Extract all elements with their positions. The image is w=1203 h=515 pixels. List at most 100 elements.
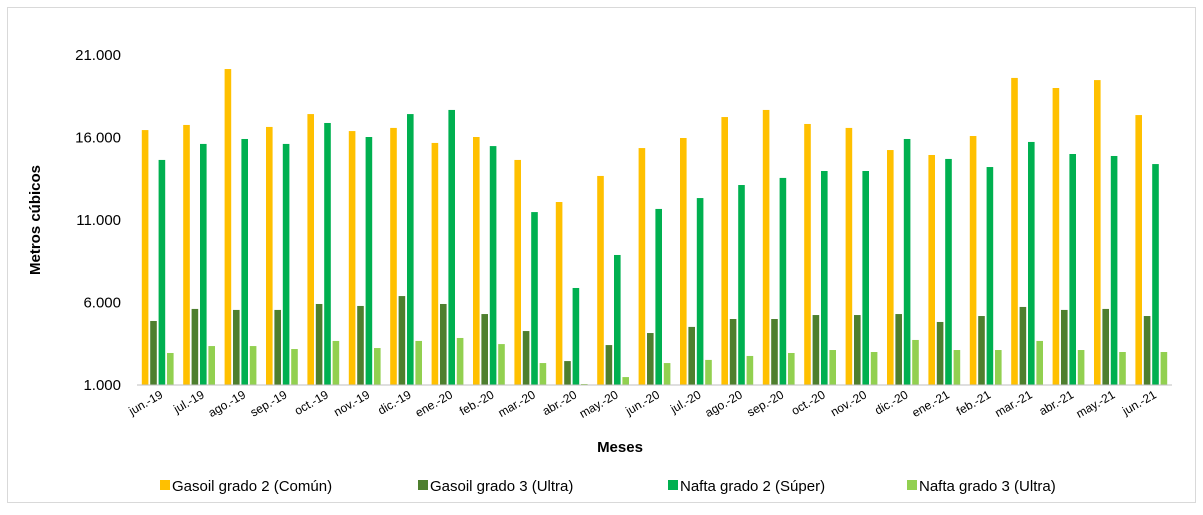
bar xyxy=(208,346,215,385)
bar xyxy=(315,303,323,385)
bar xyxy=(1069,154,1076,385)
bar xyxy=(721,117,728,385)
legend-label: Nafta grado 2 (Súper) xyxy=(680,478,825,495)
bar xyxy=(647,333,654,385)
bar xyxy=(415,340,422,385)
bar xyxy=(241,138,248,385)
bar xyxy=(854,315,861,385)
bar xyxy=(779,177,787,385)
bar xyxy=(489,146,497,385)
bar xyxy=(266,126,273,385)
bar xyxy=(365,137,373,385)
bar xyxy=(663,363,671,385)
bar xyxy=(1019,306,1027,385)
bar xyxy=(282,143,290,385)
bar xyxy=(274,309,281,385)
bar xyxy=(531,212,538,385)
legend-label: Gasoil grado 3 (Ultra) xyxy=(430,478,573,495)
bar xyxy=(614,254,621,385)
bar xyxy=(522,331,530,385)
bar xyxy=(680,137,687,385)
bar xyxy=(374,348,381,385)
bar xyxy=(498,344,505,385)
bar xyxy=(167,352,174,385)
bar xyxy=(762,109,770,385)
bar xyxy=(555,202,563,385)
bar xyxy=(953,350,961,385)
bar xyxy=(440,303,447,385)
bar xyxy=(291,349,298,385)
bar xyxy=(332,340,340,385)
bar xyxy=(995,350,1002,385)
bar xyxy=(1094,80,1101,385)
bar xyxy=(870,352,878,385)
bar xyxy=(398,296,406,385)
y-axis-title: Metros cúbicos xyxy=(27,165,44,275)
bar xyxy=(936,321,944,385)
bar xyxy=(1152,164,1159,385)
bar xyxy=(928,154,935,385)
bar xyxy=(481,314,488,385)
bar xyxy=(448,109,455,385)
bar xyxy=(1036,340,1043,385)
bar xyxy=(431,142,439,385)
legend-swatch xyxy=(160,480,170,490)
bar xyxy=(978,316,985,385)
bar xyxy=(638,148,646,385)
legend-swatch xyxy=(418,480,428,490)
bar xyxy=(829,350,836,385)
bar xyxy=(1135,115,1142,385)
bar xyxy=(895,314,902,385)
bar xyxy=(696,198,704,385)
bar xyxy=(514,159,521,385)
bar xyxy=(655,208,662,385)
bar xyxy=(771,319,778,385)
bar xyxy=(812,315,820,385)
y-tick-label: 21.000 xyxy=(75,47,121,64)
legend-label: Gasoil grado 2 (Común) xyxy=(172,478,332,495)
bar xyxy=(1110,155,1118,385)
bar xyxy=(729,319,737,385)
bar xyxy=(191,308,199,385)
bar xyxy=(183,124,190,386)
bar xyxy=(141,130,149,385)
bar xyxy=(564,361,571,385)
bar xyxy=(887,150,894,385)
bar xyxy=(357,305,364,385)
bar xyxy=(407,114,414,385)
bar xyxy=(1077,350,1085,385)
bar xyxy=(224,69,232,386)
bar xyxy=(804,123,811,385)
bar xyxy=(390,127,397,386)
y-tick-label: 11.000 xyxy=(76,212,121,229)
bar xyxy=(746,355,754,385)
bar xyxy=(1102,308,1109,385)
bar xyxy=(903,138,911,385)
bar xyxy=(150,320,157,385)
legend-swatch xyxy=(668,480,678,490)
bar xyxy=(249,346,257,385)
bar xyxy=(1143,316,1151,385)
bar xyxy=(1160,352,1168,385)
bar xyxy=(324,122,331,385)
bar xyxy=(622,377,629,385)
bar xyxy=(348,131,356,385)
bar xyxy=(572,287,580,385)
bar xyxy=(738,185,745,385)
bar xyxy=(233,309,240,385)
bar xyxy=(845,127,853,386)
bar xyxy=(307,114,314,385)
bar xyxy=(456,337,464,385)
bar xyxy=(200,143,207,385)
bar xyxy=(912,339,919,385)
bar xyxy=(862,170,869,385)
bar xyxy=(473,137,480,385)
bar xyxy=(1061,309,1068,385)
bar xyxy=(597,175,604,385)
y-tick-label: 1.000 xyxy=(83,377,121,394)
bar xyxy=(788,352,795,385)
bar xyxy=(986,167,994,385)
bar xyxy=(688,326,695,385)
bar xyxy=(158,159,166,385)
